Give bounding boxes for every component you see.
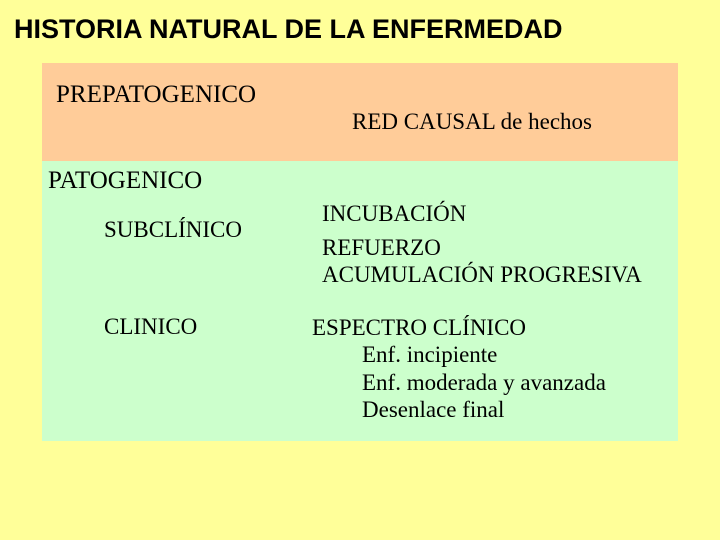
clinico-row: CLINICO ESPECTRO CLÍNICO Enf. incipiente… <box>42 288 678 423</box>
clinico-label: CLINICO <box>42 314 312 340</box>
clinico-items: ESPECTRO CLÍNICO Enf. incipiente Enf. mo… <box>312 314 606 423</box>
subclinico-items: INCUBACIÓN REFUERZO ACUMULACIÓN PROGRESI… <box>322 201 642 288</box>
patogenic-heading: PATOGENICO <box>42 167 678 197</box>
subclinico-label: SUBCLÍNICO <box>42 201 322 243</box>
subclinico-item: REFUERZO <box>322 235 642 261</box>
clinico-item: Desenlace final <box>312 396 606 423</box>
prepatogenic-section: PREPATOGENICO RED CAUSAL de hechos <box>42 63 678 161</box>
clinico-item: Enf. moderada y avanzada <box>312 369 606 396</box>
clinico-header: ESPECTRO CLÍNICO <box>312 314 606 341</box>
patogenic-section: PATOGENICO SUBCLÍNICO INCUBACIÓN REFUERZ… <box>42 161 678 441</box>
prepatogenic-heading: PREPATOGENICO <box>42 81 352 135</box>
slide-title: HISTORIA NATURAL DE LA ENFERMEDAD <box>0 0 720 63</box>
prepatogenic-detail: RED CAUSAL de hechos <box>352 81 592 135</box>
subclinico-row: SUBCLÍNICO INCUBACIÓN REFUERZO ACUMULACI… <box>42 197 678 288</box>
subclinico-item: INCUBACIÓN <box>322 201 642 227</box>
subclinico-item: ACUMULACIÓN PROGRESIVA <box>322 262 642 288</box>
clinico-item: Enf. incipiente <box>312 341 606 368</box>
